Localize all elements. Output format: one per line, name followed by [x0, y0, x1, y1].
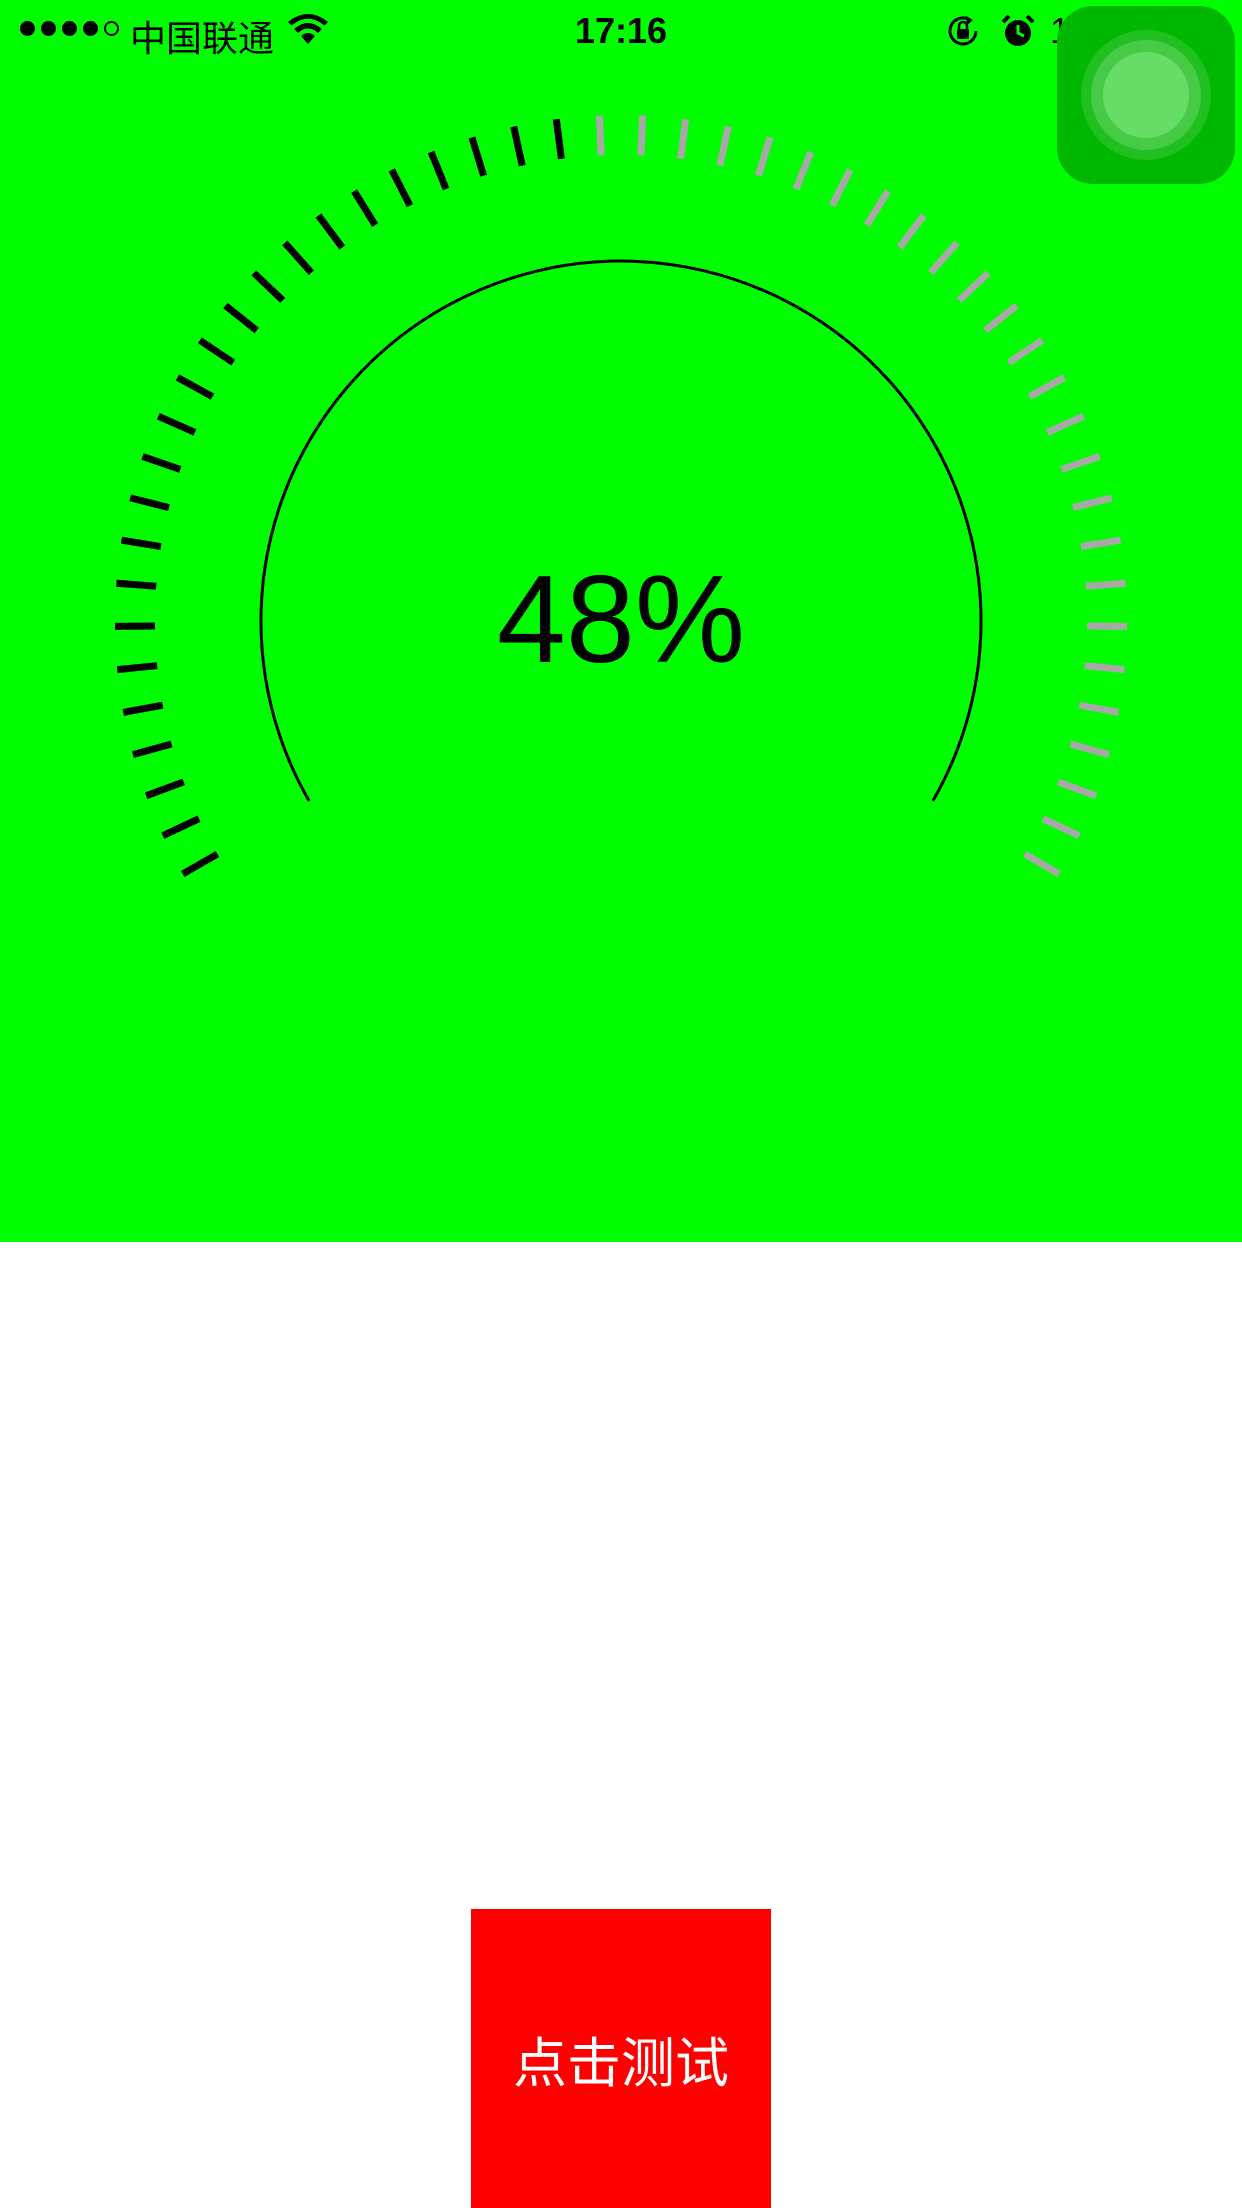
gauge [114, 115, 1128, 878]
gauge-tick-inactive [983, 302, 1019, 334]
gauge-tick-inactive [956, 270, 991, 303]
gauge-tick-inactive [1045, 412, 1086, 436]
gauge-tick-inactive [755, 136, 774, 177]
signal-dot [20, 21, 35, 36]
gauge-tick-active [181, 850, 220, 878]
gauge-tick-active [351, 189, 379, 227]
gauge-tick-inactive [1022, 850, 1061, 878]
assistive-touch-core [1103, 52, 1189, 138]
gauge-tick-active [129, 494, 170, 511]
gauge-tick-active [120, 536, 162, 551]
gauge-tick-inactive [1069, 740, 1111, 758]
signal-dot [83, 21, 98, 36]
gauge-tick-inactive [637, 115, 647, 156]
gauge-tick-inactive [1084, 662, 1126, 674]
gauge-tick-inactive [792, 150, 815, 191]
test-button[interactable]: 点击测试 [471, 1909, 771, 2208]
percent-label: 48% [496, 551, 746, 689]
gauge-tick-active [122, 701, 164, 716]
gauge-tick-inactive [1072, 494, 1113, 511]
gauge-tick-active [251, 270, 286, 303]
gauge-tick-inactive [863, 189, 891, 227]
carrier-name: 中国联通 [130, 19, 275, 60]
gauge-tick-active [141, 453, 182, 473]
gauge-tick-inactive [1085, 579, 1126, 590]
gauge-tick-active [223, 302, 259, 334]
gauge-tick-inactive [896, 213, 927, 250]
signal-strength-icon [20, 21, 119, 36]
signal-dot [41, 21, 56, 36]
gauge-tick-inactive [1078, 701, 1120, 716]
status-time: 17:16 [574, 10, 668, 51]
gauge-tick-inactive [1006, 337, 1045, 366]
gauge-tick-inactive [927, 240, 960, 276]
gauge-tick-active [131, 740, 173, 758]
alarm-icon [1001, 14, 1035, 46]
gauge-tick-active [161, 815, 201, 839]
signal-dot [62, 21, 77, 36]
gauge-tick-active [282, 240, 315, 276]
gauge-tick-active [427, 150, 450, 191]
gauge-inner-arc [259, 259, 983, 802]
gauge-tick-inactive [1060, 453, 1101, 473]
gauge-tick-inactive [1080, 536, 1122, 551]
gauge-tick-inactive [716, 125, 732, 167]
gauge-tick-active [315, 213, 346, 250]
wifi-icon [288, 14, 328, 44]
gauge-tick-inactive [1041, 815, 1081, 839]
gauge-tick-inactive [1057, 778, 1098, 800]
gauge-tick-active [175, 374, 215, 400]
gauge-tick-inactive [1027, 374, 1067, 400]
gauge-tick-active [144, 778, 185, 800]
gauge-tick-active [510, 125, 526, 167]
status-bar: 中国联通 17:16 100% [0, 0, 1242, 62]
gauge-tick-active [552, 118, 565, 160]
gauge-tick-inactive [595, 115, 605, 156]
gauge-tick-active [468, 136, 487, 177]
gauge-tick-inactive [677, 118, 690, 160]
gauge-tick-active [388, 168, 414, 208]
gauge-tick-active [197, 337, 236, 366]
signal-dot [104, 21, 119, 36]
orientation-lock-icon [948, 16, 978, 46]
gauge-tick-active [116, 662, 158, 674]
gauge-panel: 48% 中国联通 17:16 100% [0, 0, 1242, 1242]
gauge-tick-active [116, 579, 157, 590]
gauge-tick-active [156, 412, 197, 436]
assistive-touch-button[interactable] [1057, 6, 1235, 184]
gauge-tick-inactive [828, 168, 854, 208]
